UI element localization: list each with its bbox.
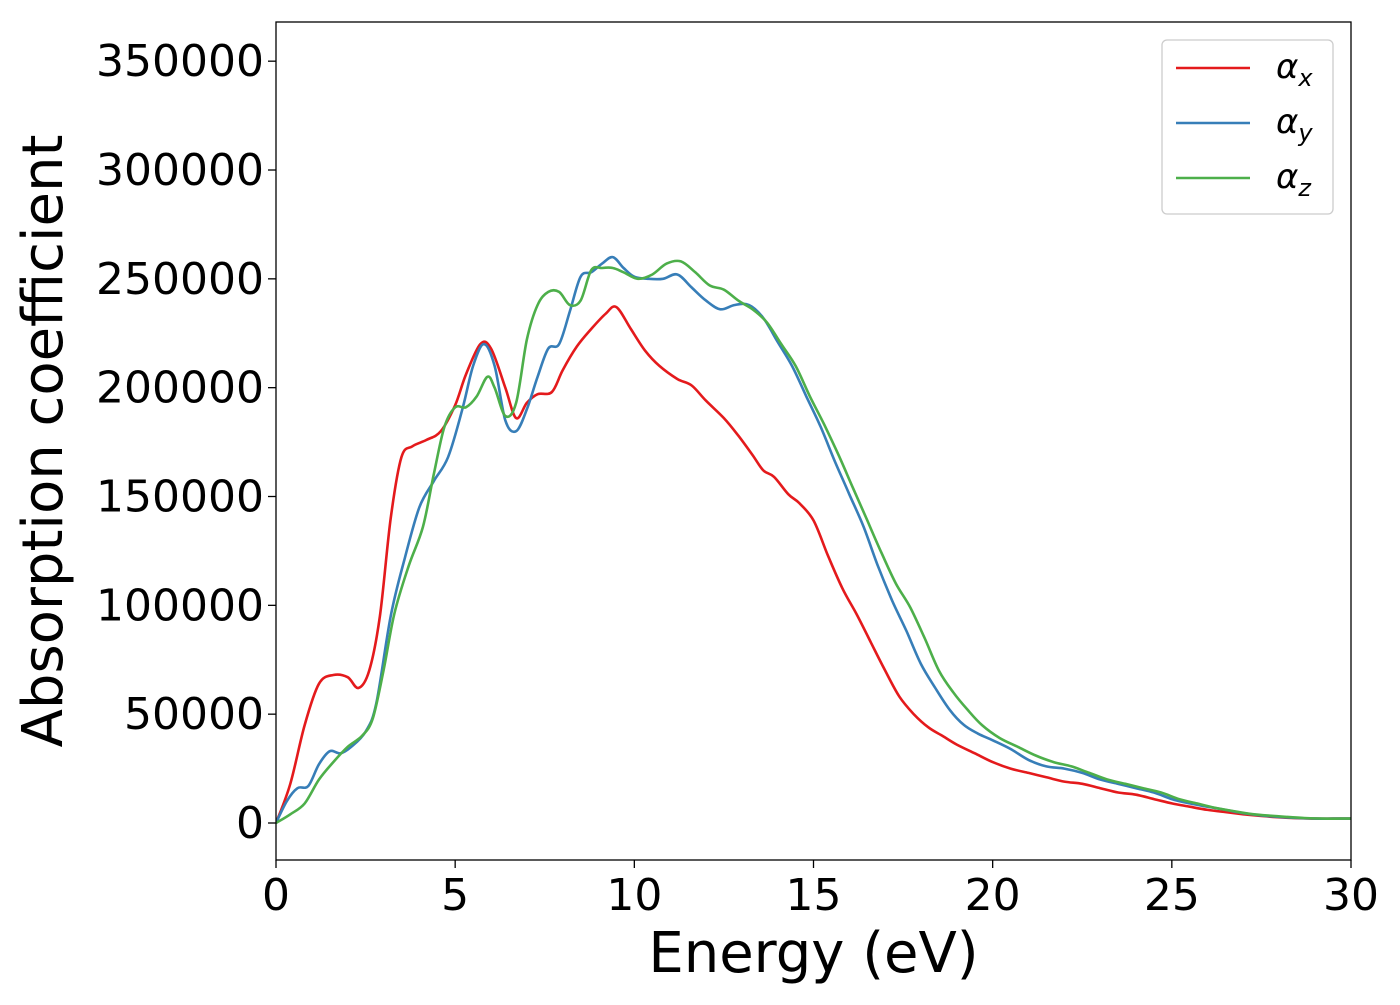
y-tick-label: 200000 [96,363,264,414]
y-tick-label: 0 [236,798,264,849]
series-line-z [276,259,1351,825]
series-layer [276,255,1351,825]
y-tick-label: 350000 [96,36,264,87]
x-tick-label: 10 [606,870,662,921]
y-axis-ticks: 0 50000 100000 150000 200000 250000 300000 3500… [96,36,276,849]
x-tick-label: 30 [1323,870,1379,921]
y-tick-label: 150000 [96,472,264,523]
legend: αx αy αz [1161,39,1334,215]
y-axis-label: Absorption coefficient [11,135,76,748]
x-tick-label: 5 [441,870,469,921]
y-tick-label: 300000 [96,145,264,196]
x-tick-label: 20 [965,870,1021,921]
x-tick-label: 15 [786,870,842,921]
x-axis-ticks: 0 5 10 15 20 25 30 [262,860,1379,921]
legend-label-z: αz [1276,157,1312,202]
series-line-x [276,305,1351,824]
y-tick-label: 50000 [124,689,264,740]
y-tick-label: 100000 [96,580,264,631]
series-line-y [276,255,1351,824]
legend-box [1161,39,1334,215]
legend-label-y: αy [1276,102,1313,147]
y-tick-label: 250000 [96,254,264,305]
legend-label-x: αx [1276,47,1313,92]
x-axis-label: Energy (eV) [648,921,978,986]
x-tick-label: 0 [262,870,290,921]
x-tick-label: 25 [1144,870,1200,921]
